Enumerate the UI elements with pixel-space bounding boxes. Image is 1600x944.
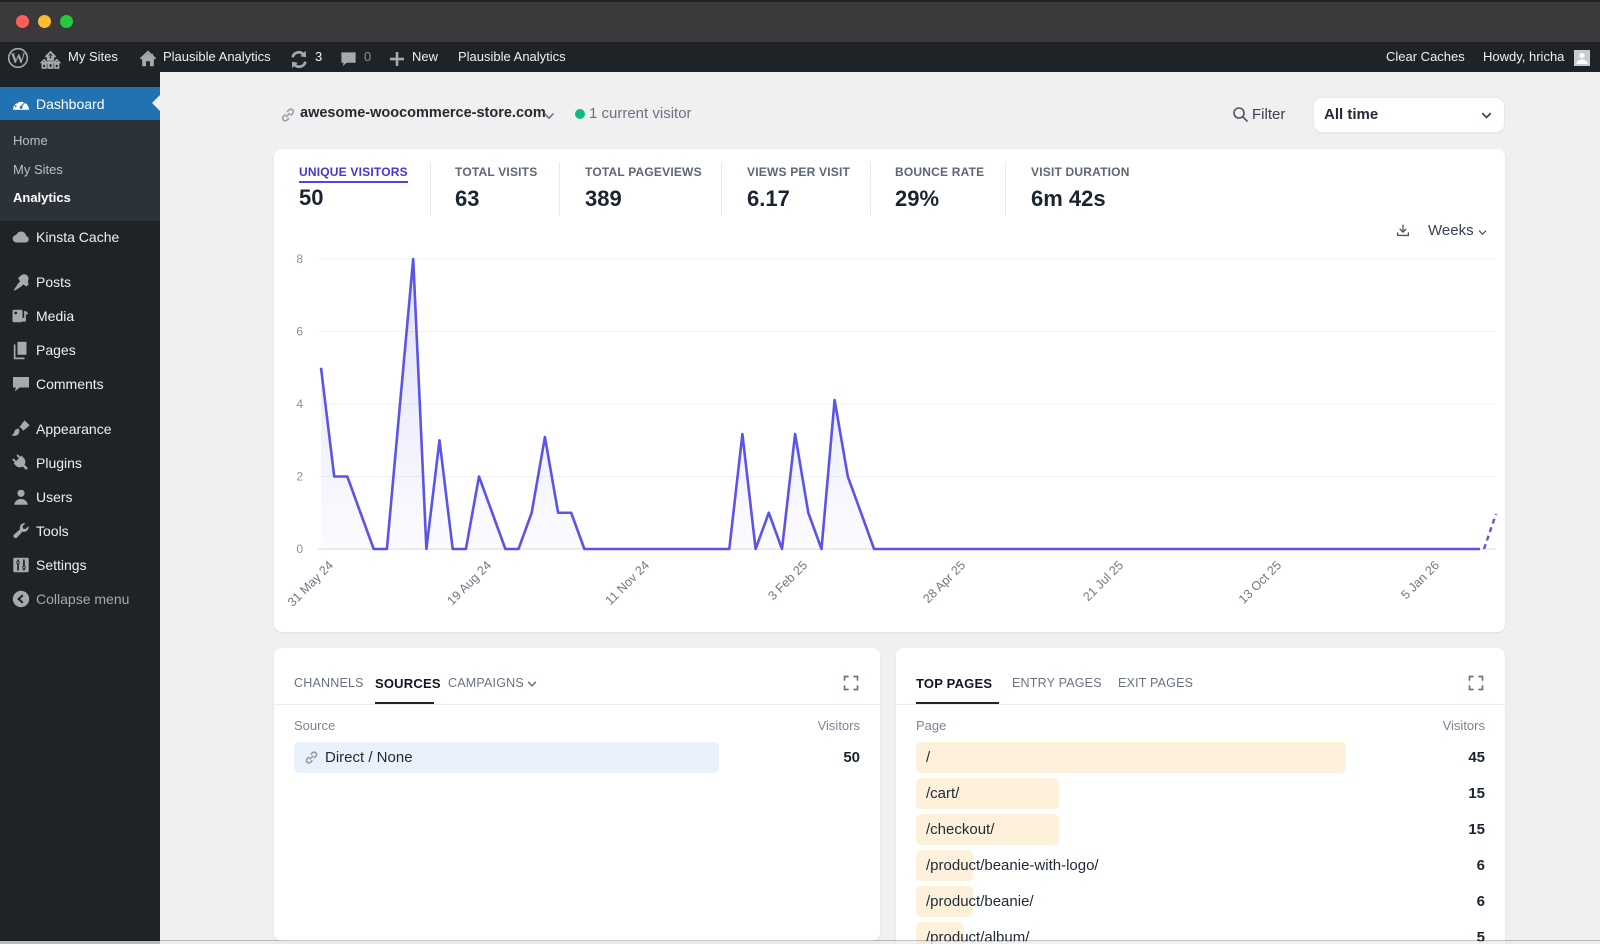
svg-text:11 Nov 24: 11 Nov 24 xyxy=(603,558,653,608)
svg-text:19 Aug 24: 19 Aug 24 xyxy=(444,558,494,608)
svg-text:2: 2 xyxy=(296,470,303,484)
svg-text:6: 6 xyxy=(296,325,303,339)
svg-text:3 Feb 25: 3 Feb 25 xyxy=(765,558,810,603)
svg-text:0: 0 xyxy=(296,542,303,556)
svg-text:31 May 24: 31 May 24 xyxy=(285,558,336,609)
svg-text:5 Jan 26: 5 Jan 26 xyxy=(1398,558,1442,602)
svg-text:8: 8 xyxy=(296,252,303,266)
svg-text:28 Apr 25: 28 Apr 25 xyxy=(920,558,968,606)
svg-text:13 Oct 25: 13 Oct 25 xyxy=(1236,558,1284,606)
svg-text:21 Jul 25: 21 Jul 25 xyxy=(1080,558,1126,604)
svg-text:W: W xyxy=(11,51,26,67)
svg-text:4: 4 xyxy=(296,397,303,411)
